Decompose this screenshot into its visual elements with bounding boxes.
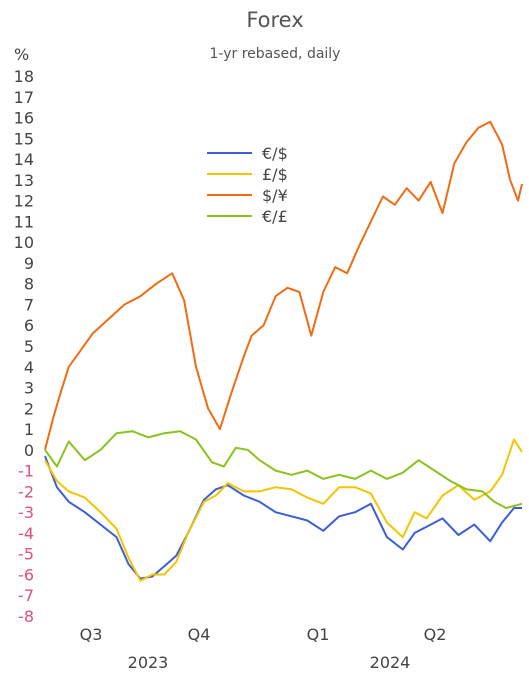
chart-title: Forex [246, 8, 303, 32]
x-year-label: 2023 [128, 653, 169, 672]
series-line-1 [44, 438, 523, 582]
y-tick-label: -7 [18, 586, 34, 605]
y-tick-label: -4 [18, 524, 34, 543]
y-tick-label: 2 [24, 399, 34, 418]
y-tick-label: -8 [18, 607, 34, 626]
y-tick-label: 8 [24, 275, 34, 294]
legend-label: $/¥ [262, 186, 288, 205]
legend-label: £/$ [262, 165, 288, 184]
y-tick-label: 18 [14, 67, 34, 86]
y-tick-label: 12 [14, 192, 34, 211]
y-tick-label: 7 [24, 295, 34, 314]
y-tick-label: 0 [24, 441, 34, 460]
y-tick-label: 4 [24, 358, 34, 377]
x-tick-label: Q3 [80, 625, 103, 644]
series-line-3 [44, 430, 523, 509]
y-tick-label: 10 [14, 233, 34, 252]
y-axis-unit-label: % [14, 45, 29, 64]
series-line-2 [44, 120, 523, 451]
series-line-0 [44, 455, 522, 580]
x-tick-label: Q4 [188, 625, 211, 644]
x-axis-ticks: Q3 Q4 Q1 Q2 2023 2024 [80, 625, 447, 672]
y-tick-label: 14 [14, 150, 34, 169]
y-axis-ticks: 1817161514131211109876543210-1-2-3-4-5-6… [14, 67, 34, 626]
series-lines [44, 120, 523, 582]
y-tick-label: -1 [18, 462, 34, 481]
y-tick-label: 1 [24, 420, 34, 439]
x-year-label: 2024 [370, 653, 411, 672]
x-tick-label: Q2 [424, 625, 447, 644]
y-tick-label: -6 [18, 565, 34, 584]
y-tick-label: -5 [18, 545, 34, 564]
legend-label: €/£ [262, 207, 288, 226]
legend: €/$ £/$ $/¥ €/£ [207, 144, 288, 226]
y-tick-label: -2 [18, 482, 34, 501]
chart-subtitle: 1-yr rebased, daily [210, 46, 341, 62]
y-tick-label: 13 [14, 171, 34, 190]
x-tick-label: Q1 [307, 625, 330, 644]
y-tick-label: 16 [14, 109, 34, 128]
y-tick-label: -3 [18, 503, 34, 522]
y-tick-label: 6 [24, 316, 34, 335]
y-tick-label: 11 [14, 212, 34, 231]
y-tick-label: 5 [24, 337, 34, 356]
y-tick-label: 9 [24, 254, 34, 273]
y-tick-label: 17 [14, 88, 34, 107]
y-tick-label: 15 [14, 129, 34, 148]
y-tick-label: 3 [24, 379, 34, 398]
legend-label: €/$ [262, 144, 288, 163]
